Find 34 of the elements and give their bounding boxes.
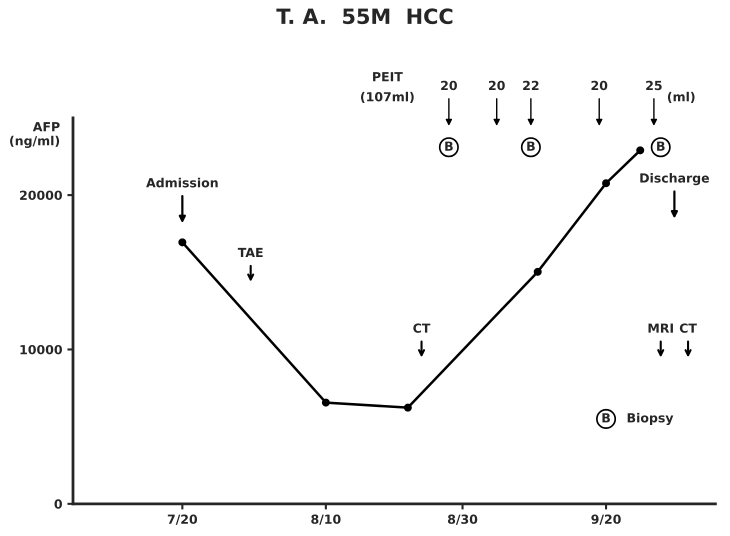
text: PEIT — [373, 72, 403, 82]
annotation: B — [602, 413, 610, 422]
annotation: B — [445, 142, 453, 151]
annotation: CT — [413, 323, 430, 333]
point — [178, 238, 186, 246]
x-tick-label: 9/20 — [591, 514, 621, 525]
x-tick-label: 7/20 — [168, 514, 198, 525]
point — [636, 146, 644, 154]
point — [534, 268, 542, 276]
y-tick-label: 20000 — [20, 190, 62, 200]
text: 22 — [523, 80, 538, 90]
text: 20 — [592, 80, 608, 90]
x-tick-label: 8/10 — [311, 514, 341, 525]
y-tick-label: 0 — [54, 499, 62, 509]
y-axis-title: AFP (ng/ml) — [10, 122, 60, 148]
text: 20 — [489, 80, 505, 90]
y-tick-label: 10000 — [20, 344, 62, 354]
text: (ml) — [668, 92, 695, 103]
x-tick-label: 8/30 — [448, 514, 478, 525]
text: (107ml) — [361, 92, 414, 103]
text: 20 — [441, 80, 457, 90]
annotation: Biopsy — [628, 412, 674, 426]
annotation: Discharge — [640, 173, 710, 186]
annotation: Admission — [146, 178, 218, 188]
annotation: B — [527, 142, 535, 151]
text: 25 — [646, 80, 662, 90]
point — [404, 404, 412, 412]
point — [602, 179, 610, 188]
annotation: B — [657, 142, 665, 151]
chart-title: T. A. 55M HCC — [276, 8, 452, 24]
annotation: TAE — [238, 248, 263, 258]
annotation: MRI — [648, 324, 673, 333]
annotation: CT — [680, 323, 697, 333]
point — [322, 398, 330, 407]
